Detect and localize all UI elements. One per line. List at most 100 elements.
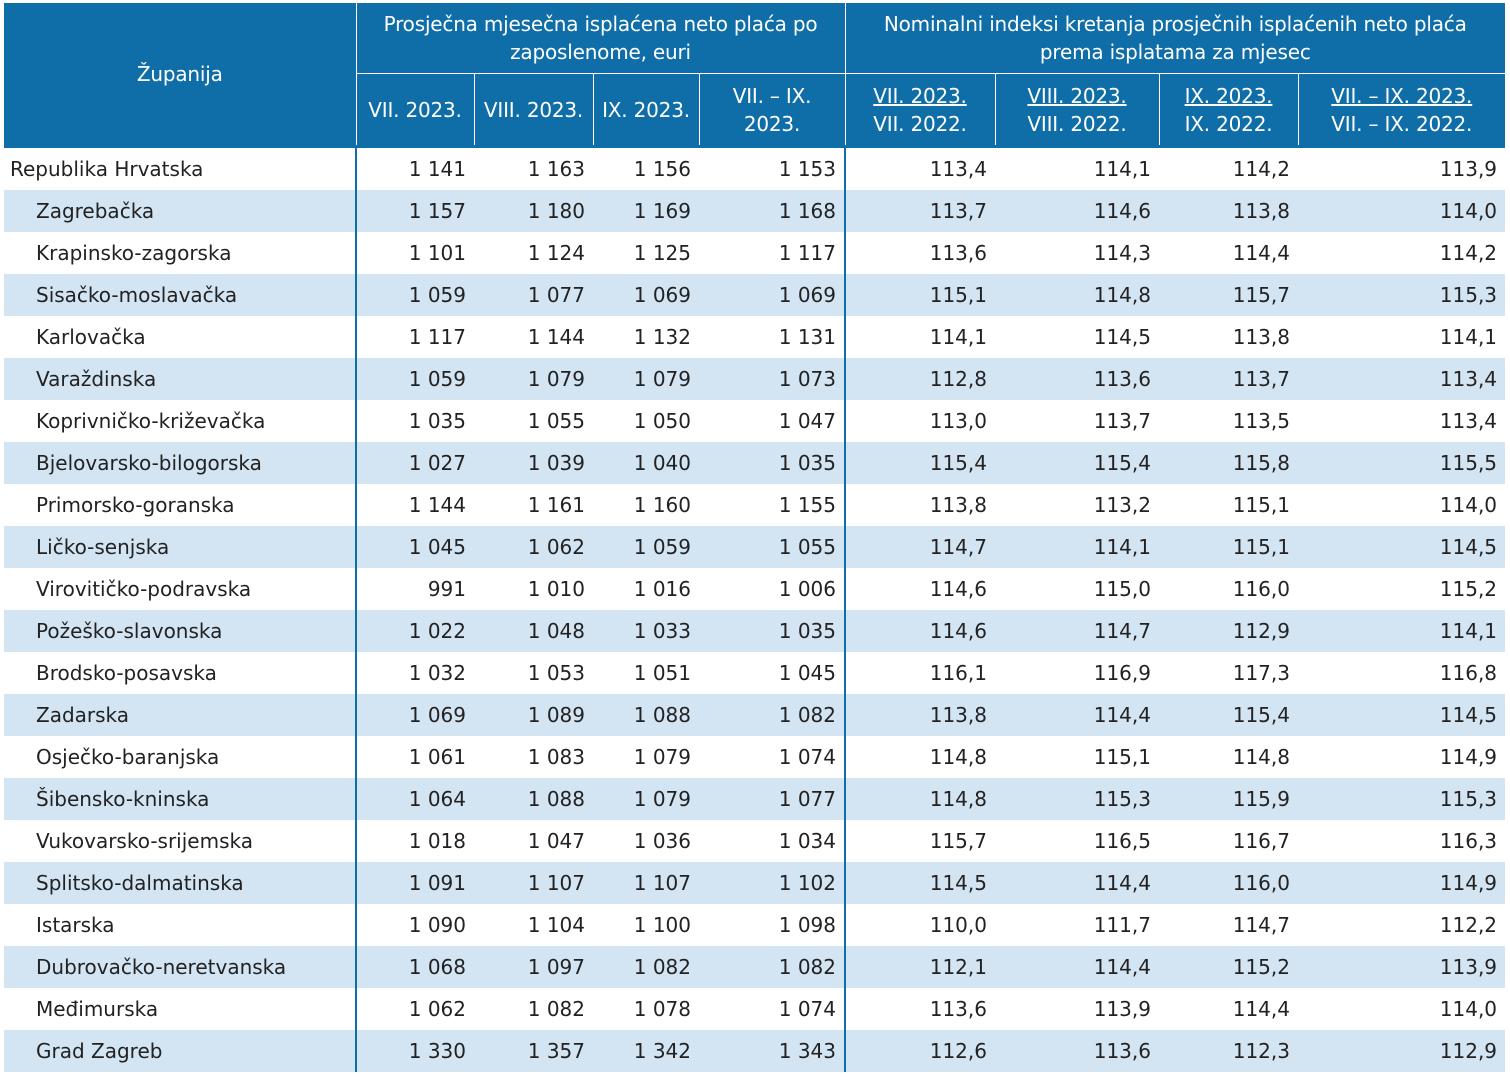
salary-col-header: VII. 2023. [356,73,475,147]
county-name: Zagrebačka [4,190,357,232]
table-row: Krapinsko-zagorska 1 101 1 124 1 125 1 117 11… [4,232,1505,274]
salary-cell: 1 032 [408,661,466,685]
index-cell: 114,4 [1232,241,1290,265]
index-cell: 116,9 [1093,661,1151,685]
salary-cell: 1 068 [356,946,474,988]
county-name: Brodsko-posavska [4,652,357,694]
index-cell: 113,9 [1093,997,1151,1021]
index-cell: 115,1 [1159,526,1298,568]
index-cell: 112,6 [845,1030,995,1072]
index-cell: 113,7 [1093,409,1151,433]
salary-cell: 1 006 [699,568,846,610]
salary-cell: 1 034 [699,820,846,862]
salary-cell: 1 079 [593,778,699,820]
salary-cell: 1 090 [408,913,466,937]
table-row: Zagrebačka 1 157 1 180 1 169 1 168 113,7 114,6… [4,190,1506,232]
index-cell: 117,3 [1232,661,1290,685]
index-cell: 114,8 [845,778,995,820]
index-cell: 115,4 [845,442,995,484]
table-body: Republika Hrvatska 1 141 1 163 1 156 1 153 11… [4,145,1506,1072]
index-col-header: VIII. 2023. VIII. 2022. [995,73,1160,147]
index-cell: 114,7 [845,526,995,568]
salary-cell: 1 079 [593,358,699,400]
salary-cell: 1 107 [474,862,593,904]
table-row: Varaždinska 1 059 1 079 1 079 1 073 112,8 113,… [4,358,1506,400]
salary-cell: 1 104 [527,913,585,937]
salary-cell: 1 082 [699,694,846,736]
index-cell: 114,5 [1298,694,1506,736]
salary-cell: 1 117 [699,232,846,274]
salary-cell: 1 100 [633,913,691,937]
table-row: Međimurska 1 062 1 082 1 078 1 074 113,6 113,9… [4,988,1505,1030]
table-row: Zadarska 1 069 1 089 1 088 1 082 113,8 114,4 11… [4,694,1506,736]
salary-cell: 1 330 [356,1030,474,1072]
salary-cell: 1 157 [356,190,474,232]
county-name: Koprivničko-križevačka [4,400,357,442]
county-name: Istarska [4,904,357,946]
salary-cell: 1 022 [356,610,474,652]
table-row: Istarska 1 090 1 104 1 100 1 098 110,0 111,7 11… [4,904,1505,946]
index-cell: 115,3 [1298,274,1506,316]
county-name: Varaždinska [4,358,357,400]
index-cell: 114,8 [995,274,1159,316]
index-cell: 116,5 [1093,829,1151,853]
index-cell: 113,2 [1093,493,1151,517]
index-cell: 110,0 [929,913,987,937]
county-name: Ličko-senjska [4,526,357,568]
index-cell: 116,1 [929,661,987,685]
salary-group-header: Prosječna mjesečna isplaćena neto plaća … [356,3,846,74]
index-cell: 114,4 [1232,997,1290,1021]
index-cell: 115,4 [1159,694,1298,736]
index-cell: 114,1 [929,325,987,349]
salary-cell: 1 160 [633,493,691,517]
index-cell: 114,0 [1298,190,1506,232]
index-cell: 116,3 [1439,829,1498,853]
index-cell: 113,6 [995,358,1159,400]
index-cell: 114,5 [845,862,995,904]
table-row: Splitsko-dalmatinska 1 091 1 107 1 107 1 102… [4,862,1506,904]
salary-col-header: VIII. 2023. [474,73,594,147]
index-cell: 113,4 [845,145,995,190]
index-cell: 114,1 [995,145,1159,190]
county-name: Grad Zagreb [4,1030,357,1072]
salary-cell: 1 097 [474,946,593,988]
index-cell: 111,7 [1093,913,1151,937]
salary-cell: 1 050 [633,409,691,433]
salary-cell: 1 062 [474,526,593,568]
salary-cell: 1 088 [474,778,593,820]
index-cell: 113,6 [995,1030,1159,1072]
index-cell: 115,2 [1439,577,1498,601]
salary-cell: 1 059 [356,358,474,400]
table-header: Županija Prosječna mjesečna isplaćena ne… [4,3,1506,147]
salary-cell: 1 144 [527,325,585,349]
salary-cell: 991 [427,577,466,601]
county-name: Zadarska [4,694,357,736]
salary-cell: 1 062 [408,997,466,1021]
index-cell: 114,6 [845,610,995,652]
county-name: Sisačko-moslavačka [4,274,357,316]
index-cell: 114,6 [995,190,1159,232]
salary-cell: 1 156 [593,145,699,190]
salary-cell: 1 091 [356,862,474,904]
index-cell: 114,4 [995,862,1159,904]
index-col-numerator: VII. 2023. [873,83,967,108]
index-cell: 112,9 [1159,610,1298,652]
index-cell: 113,4 [1298,358,1506,400]
county-name: Šibensko-kninska [4,778,357,820]
index-cell: 115,4 [995,442,1159,484]
index-cell: 115,5 [1298,442,1506,484]
salary-cell: 1 124 [527,241,585,265]
index-cell: 116,8 [1439,661,1498,685]
salary-cell: 1 040 [593,442,699,484]
index-cell: 115,1 [845,274,995,316]
index-cell: 116,7 [1232,829,1290,853]
salary-cell: 1 357 [474,1030,593,1072]
county-name: Požeško-slavonska [4,610,357,652]
index-cell: 114,7 [1232,913,1290,937]
county-name: Dubrovačko-neretvanska [4,946,357,988]
salary-cell: 1 082 [593,946,699,988]
county-name: Virovitičko-podravska [4,568,357,610]
index-cell: 114,0 [1439,997,1498,1021]
salary-cell: 1 343 [699,1030,846,1072]
salary-cell: 1 074 [699,988,846,1030]
